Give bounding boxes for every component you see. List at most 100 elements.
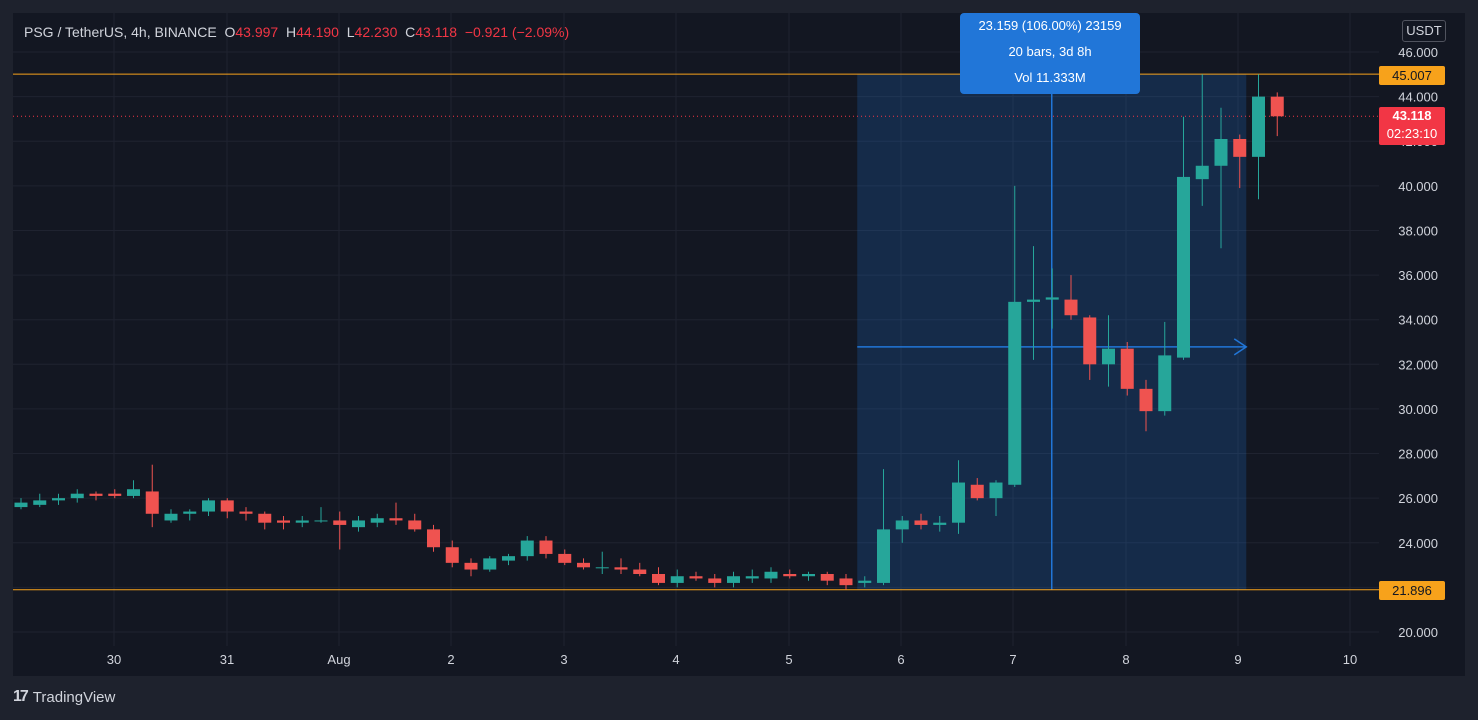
axis-corner (1379, 646, 1465, 676)
time-tick-label: 3 (560, 652, 567, 667)
high-label: H (286, 24, 297, 40)
price-tick-label: 44.000 (1398, 90, 1438, 105)
price-tick-label: 36.000 (1398, 268, 1438, 283)
time-tick-label: 6 (897, 652, 904, 667)
candle-body (89, 493, 103, 496)
candle-body (70, 493, 84, 499)
low-value: 42.230 (354, 24, 398, 40)
low-label: L (346, 24, 355, 40)
time-tick-label: 9 (1234, 652, 1241, 667)
price-tick-label: 20.000 (1398, 625, 1438, 640)
time-tick-label: 30 (107, 652, 121, 667)
candle-body (914, 520, 928, 525)
candle-body (220, 500, 234, 512)
candle-body (1139, 388, 1153, 412)
symbol-legend: PSG / TetherUS, 4h, BINANCE O43.997 H44.… (24, 24, 569, 40)
candle-body (502, 556, 515, 561)
candle-body (689, 576, 703, 579)
candle-body (558, 553, 572, 563)
measure-volume: Vol 11.333M (1014, 70, 1086, 85)
candle-body (858, 580, 872, 583)
candle-body (277, 520, 290, 523)
candle-body (1064, 299, 1078, 316)
candle-body (1158, 355, 1172, 412)
candle-body (427, 529, 440, 548)
candle-body (445, 547, 459, 563)
candle-body (483, 558, 497, 570)
candle-body (352, 520, 365, 528)
open-value: 43.997 (235, 24, 279, 40)
brand-name: TradingView (32, 688, 116, 706)
lower-line-price-label[interactable]: 21.896 (1379, 581, 1445, 600)
last-price-label: 43.118 02:23:10 (1379, 107, 1445, 145)
candle-body (1214, 139, 1228, 166)
candle-body (745, 576, 759, 579)
time-tick-label: 8 (1122, 652, 1129, 667)
candle-body (839, 578, 853, 586)
countdown-timer: 02:23:10 (1386, 126, 1438, 141)
measure-bars: 20 bars, 3d 8h (1008, 44, 1092, 59)
candle-body (633, 569, 647, 574)
candle-body (670, 576, 684, 583)
time-tick-label: 4 (672, 652, 679, 667)
time-tick-label: 5 (785, 652, 792, 667)
candle-body (258, 513, 272, 523)
change-value: −0.921 (−2.09%) (464, 24, 570, 40)
time-tick-label: 2 (447, 652, 454, 667)
high-value: 44.190 (296, 24, 339, 40)
candle-body (314, 520, 328, 522)
price-tick-label: 38.000 (1398, 223, 1438, 238)
price-tick-label: 32.000 (1398, 357, 1438, 372)
currency-button[interactable]: USDT (1402, 20, 1446, 42)
price-tick-label: 30.000 (1398, 402, 1438, 417)
last-price-value: 43.118 (1392, 108, 1432, 123)
measure-info-box: 23.159 (106.00%) 23159 20 bars, 3d 8h Vo… (960, 13, 1140, 94)
symbol-title[interactable]: PSG / TetherUS, 4h, BINANCE (24, 24, 217, 40)
time-tick-label: 10 (1343, 652, 1357, 667)
candle-body (652, 574, 665, 583)
candle-body (33, 500, 47, 505)
candle-body (1083, 317, 1097, 365)
candle-body (820, 574, 834, 581)
candle-body (1120, 348, 1134, 389)
close-label: C (405, 24, 416, 40)
candle-body (1195, 165, 1209, 180)
candle-body (783, 574, 797, 577)
price-tick-label: 46.000 (1398, 45, 1438, 60)
candle-body (183, 511, 197, 514)
candle-body (970, 484, 984, 499)
candle-body (539, 540, 553, 554)
candle-body (239, 511, 253, 514)
candle-body (989, 482, 1003, 499)
tradingview-logo-icon: 17 (13, 688, 29, 705)
candle-body (1102, 348, 1115, 365)
candle-body (520, 540, 534, 557)
candle-body (1177, 176, 1190, 358)
candle-body (877, 529, 890, 583)
time-axis[interactable] (13, 646, 1379, 676)
price-tick-label: 34.000 (1398, 313, 1438, 328)
candle-body (1252, 96, 1265, 157)
candle-body (764, 571, 778, 579)
candle-body (1233, 139, 1247, 157)
chart-pane[interactable] (13, 13, 1379, 646)
candle-body (127, 489, 140, 496)
candle-body (614, 567, 628, 570)
candle-body (1045, 297, 1059, 300)
time-tick-label: 31 (220, 652, 234, 667)
candle-body (389, 518, 403, 521)
tradingview-logo[interactable]: 17 TradingView (13, 688, 115, 706)
upper-line-price-label[interactable]: 45.007 (1379, 66, 1445, 85)
candle-body (802, 574, 815, 577)
close-value: 43.118 (415, 24, 458, 40)
candle-body (895, 520, 909, 530)
measure-price-change: 23.159 (106.00%) 23159 (978, 18, 1122, 33)
time-tick-label: Aug (327, 652, 350, 667)
candle-body (1027, 299, 1040, 302)
price-tick-label: 28.000 (1398, 447, 1438, 462)
measure-arrow-head (1233, 338, 1248, 356)
price-tick-label: 26.000 (1398, 491, 1438, 506)
candle-body (1008, 301, 1022, 485)
candle-body (370, 518, 384, 523)
